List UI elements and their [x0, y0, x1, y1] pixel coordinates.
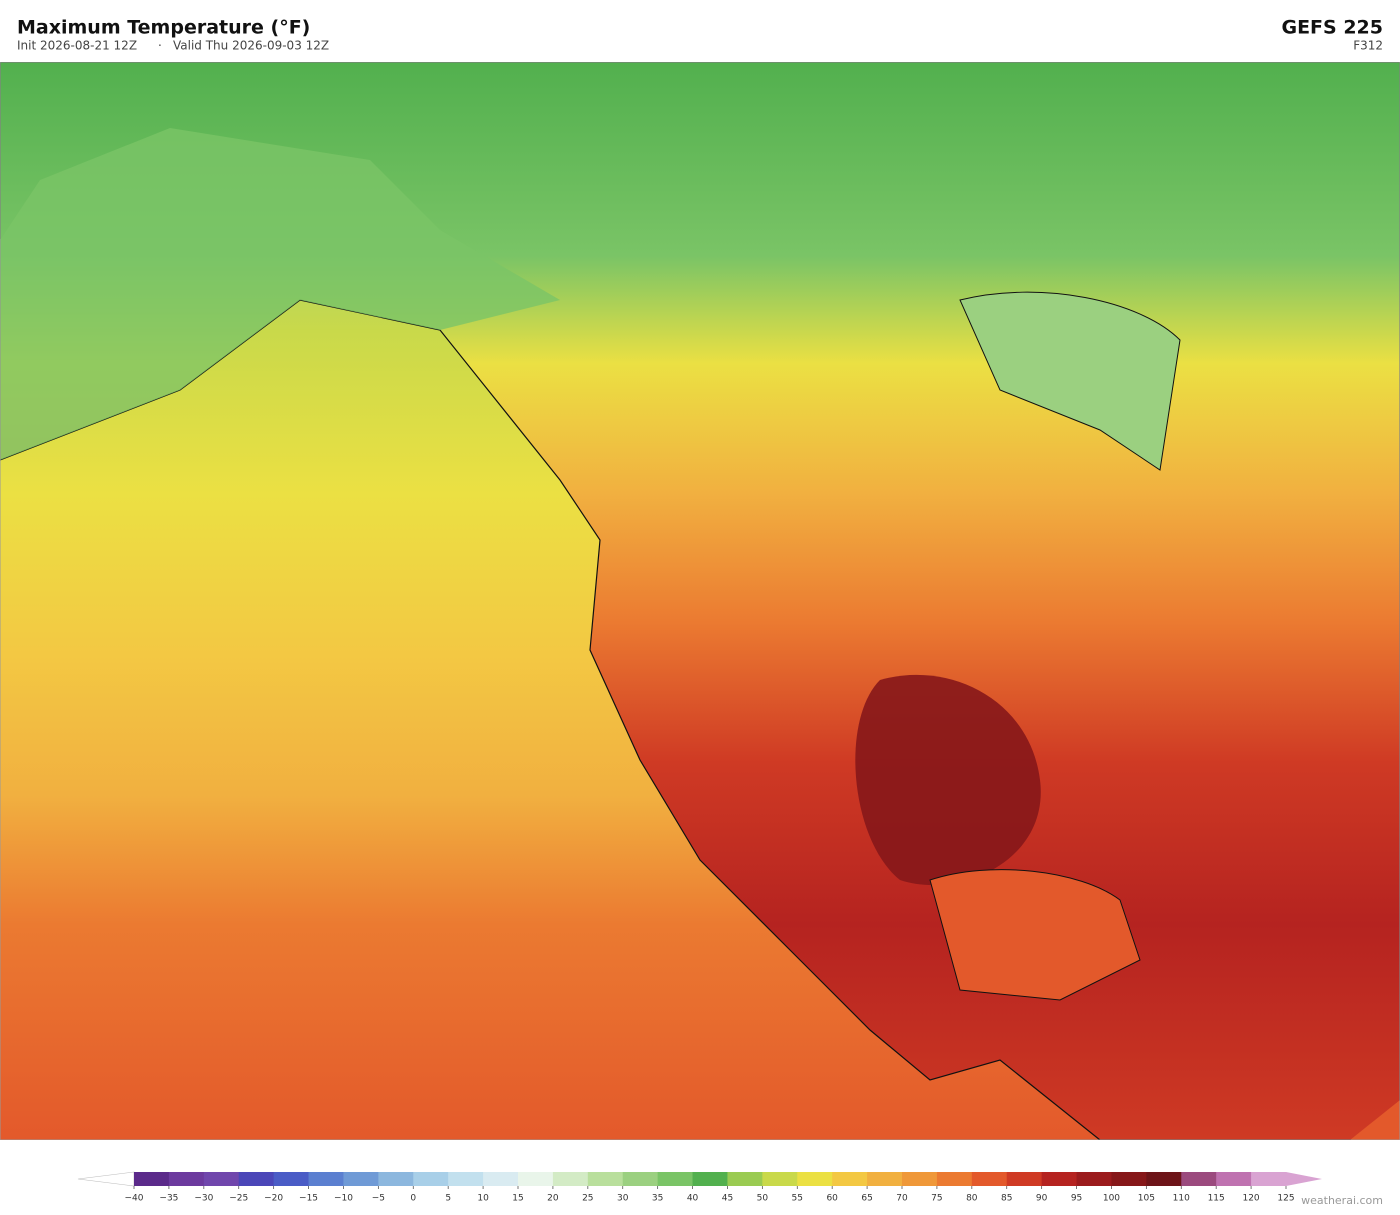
colorbar-tick-label: −20 — [264, 1194, 283, 1204]
colorbar-segment — [134, 1172, 170, 1186]
colorbar-tick-label: −5 — [372, 1194, 385, 1204]
colorbar-tick-label: 15 — [512, 1194, 523, 1204]
alaska — [0, 128, 560, 460]
colorbar-segment — [971, 1172, 1008, 1186]
colorbar-tick-label: 65 — [861, 1194, 872, 1204]
colorbar-segment — [1251, 1172, 1287, 1186]
colorbar-segment — [483, 1172, 519, 1186]
colorbar-segment — [1006, 1172, 1043, 1186]
colorbar-segment — [308, 1172, 344, 1186]
colorbar-tick-label: 110 — [1173, 1194, 1190, 1204]
colorbar-segment — [378, 1172, 414, 1186]
model: GEFS 225 — [1281, 17, 1383, 39]
colorbar-tick-label: −25 — [229, 1194, 248, 1204]
atlantic — [1350, 1100, 1400, 1140]
colorbar-tick-label: 10 — [477, 1194, 489, 1204]
separator: · — [158, 39, 162, 53]
colorbar-segment — [1146, 1172, 1182, 1186]
colorbar-segment — [692, 1172, 728, 1186]
colorbar-segment — [1041, 1172, 1078, 1186]
colorbar-tick-label: 0 — [410, 1194, 416, 1204]
colorbar-segment — [203, 1172, 240, 1186]
colorbar-segment — [622, 1172, 659, 1186]
hot-core — [855, 674, 1041, 886]
colorbar-tick-label: 25 — [582, 1194, 593, 1204]
colorbar-segment — [343, 1172, 379, 1186]
colorbar-tick-label: 70 — [896, 1194, 908, 1204]
colorbar-segment — [168, 1172, 205, 1186]
colorbar-tick-label: 50 — [757, 1194, 769, 1204]
colorbar-tick-label: −10 — [334, 1194, 353, 1204]
colorbar-tick-label: −35 — [159, 1194, 178, 1204]
colorbar-segment — [797, 1172, 833, 1186]
colorbar-tick-label: 55 — [792, 1194, 803, 1204]
colorbar-segment — [657, 1172, 694, 1186]
colorbar-tick-label: −30 — [194, 1194, 213, 1204]
hudson-bay — [959, 291, 1181, 471]
colorbar-tick-label: −40 — [125, 1194, 144, 1204]
colorbar-segment — [448, 1172, 484, 1186]
colorbar: −40 −35 −30 −25 −20 −15 −10 −5 0 5 10 15 20 25 30 35 40 4… — [77, 1171, 1322, 1204]
colorbar-segment — [936, 1172, 973, 1186]
colorbar-segment — [413, 1172, 449, 1186]
title: Maximum Temperature (°F) — [17, 17, 310, 39]
colorbar-segment — [552, 1172, 589, 1186]
colorbar-segment — [832, 1172, 868, 1186]
colorbar-tick-label: 85 — [1001, 1194, 1012, 1204]
colorbar-segment — [1216, 1172, 1252, 1186]
credit: weatherai.com — [1301, 1194, 1383, 1207]
colorbar-tick-label: 20 — [547, 1194, 559, 1204]
colorbar-tick-label: −15 — [299, 1194, 318, 1204]
colorbar-tick-label: 5 — [445, 1194, 451, 1204]
colorbar-over — [1286, 1172, 1322, 1186]
colorbar-tick-label: 90 — [1036, 1194, 1048, 1204]
colorbar-segment — [727, 1172, 763, 1186]
forecast-hour: F312 — [1353, 39, 1383, 53]
colorbar-segment — [518, 1172, 554, 1186]
colorbar-segment — [1181, 1172, 1217, 1186]
init-time: Init 2026-08-21 12Z — [17, 39, 137, 53]
colorbar-tick-label: 40 — [687, 1194, 699, 1204]
map — [0, 62, 1400, 1140]
colorbar-tick-label: 100 — [1103, 1194, 1120, 1204]
colorbar-segment — [587, 1172, 624, 1186]
colorbar-segment — [238, 1172, 275, 1186]
colorbar-under — [77, 1171, 135, 1187]
colorbar-segment — [762, 1172, 798, 1186]
colorbar-tick-label: 75 — [931, 1194, 942, 1204]
colorbar-segment — [1111, 1172, 1147, 1186]
colorbar-tick-label: 35 — [652, 1194, 663, 1204]
colorbar-tick-label: 30 — [617, 1194, 629, 1204]
colorbar-segment — [1076, 1172, 1112, 1186]
colorbar-tick-label: 45 — [722, 1194, 733, 1204]
colorbar-segment — [902, 1172, 938, 1186]
colorbar-segment — [273, 1172, 310, 1186]
colorbar-tick-label: 125 — [1277, 1194, 1294, 1204]
valid-time: Valid Thu 2026-09-03 12Z — [173, 39, 329, 53]
colorbar-tick-label: 80 — [966, 1194, 978, 1204]
colorbar-segment — [867, 1172, 903, 1186]
gulf — [929, 869, 1141, 1001]
colorbar-tick-label: 95 — [1071, 1194, 1082, 1204]
colorbar-tick-label: 60 — [826, 1194, 838, 1204]
colorbar-tick-label: 120 — [1242, 1194, 1259, 1204]
colorbar-tick-label: 115 — [1208, 1194, 1225, 1204]
colorbar-tick-label: 105 — [1138, 1194, 1155, 1204]
